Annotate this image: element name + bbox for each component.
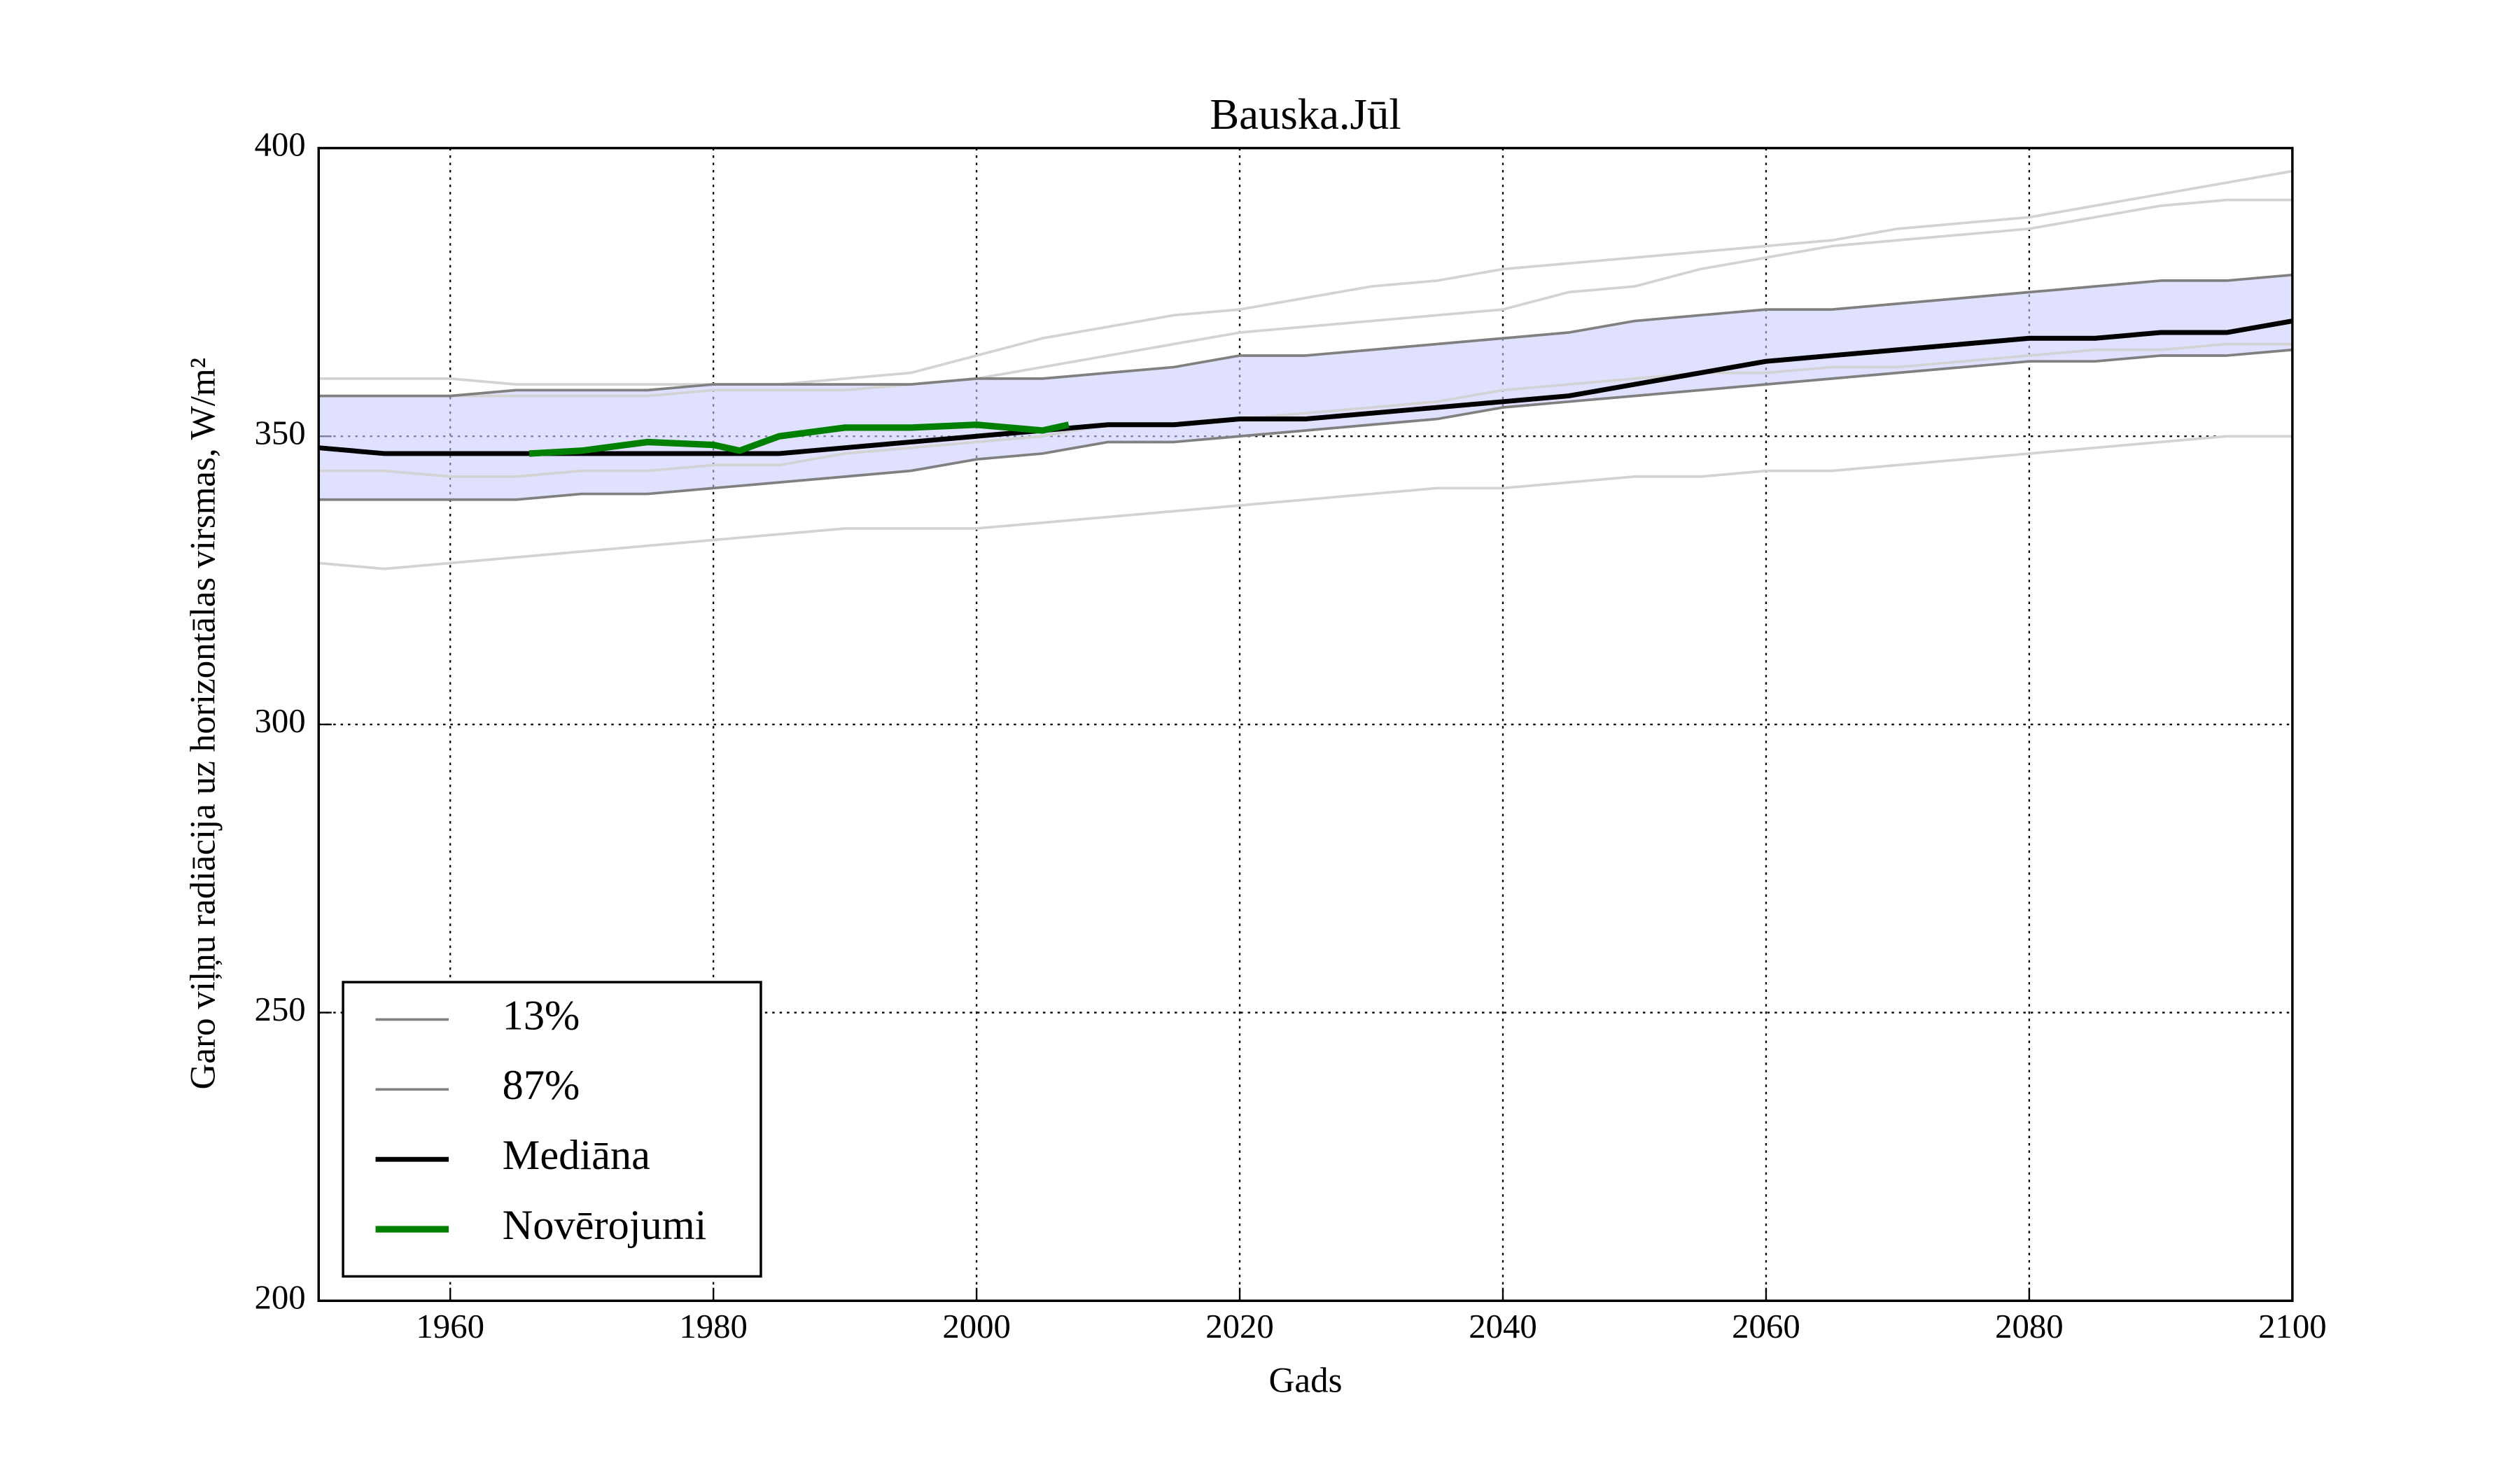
y-tick-label: 400 (254, 126, 305, 164)
y-tick-label: 350 (254, 414, 305, 451)
legend-label: Mediāna (503, 1132, 650, 1179)
y-tick-label: 200 (254, 1278, 305, 1316)
x-tick-label: 2060 (1732, 1308, 1800, 1345)
legend-label: 13% (503, 992, 580, 1039)
series-line (318, 169, 2292, 386)
x-tick-label: 2100 (2258, 1308, 2327, 1345)
x-tick-label: 1980 (679, 1308, 748, 1345)
legend-label: Novērojumi (503, 1202, 707, 1249)
plot-frame (317, 146, 2294, 1302)
series-line (528, 421, 1070, 457)
x-tick-label: 2000 (942, 1308, 1011, 1345)
legend-label: 87% (503, 1062, 580, 1109)
series-line (318, 198, 2292, 398)
x-axis-label: Gads (1269, 1360, 1343, 1400)
chart-title: Bauska.Jūl (1210, 90, 1401, 139)
series-line (318, 435, 2292, 570)
series-line (318, 318, 2292, 456)
x-tick-label: 2020 (1205, 1308, 1274, 1345)
series-line (318, 348, 2292, 501)
series-line (318, 273, 2292, 398)
band (318, 274, 2292, 500)
y-axis-label: Garo viļņu radiācija uz horizontālas vir… (183, 358, 223, 1090)
y-tick-label: 300 (254, 702, 305, 740)
x-tick-label: 2040 (1469, 1308, 1537, 1345)
series-line (318, 342, 2292, 478)
x-tick-label: 2080 (1995, 1308, 2064, 1345)
y-tick-label: 250 (254, 990, 305, 1028)
x-tick-label: 1960 (416, 1308, 484, 1345)
